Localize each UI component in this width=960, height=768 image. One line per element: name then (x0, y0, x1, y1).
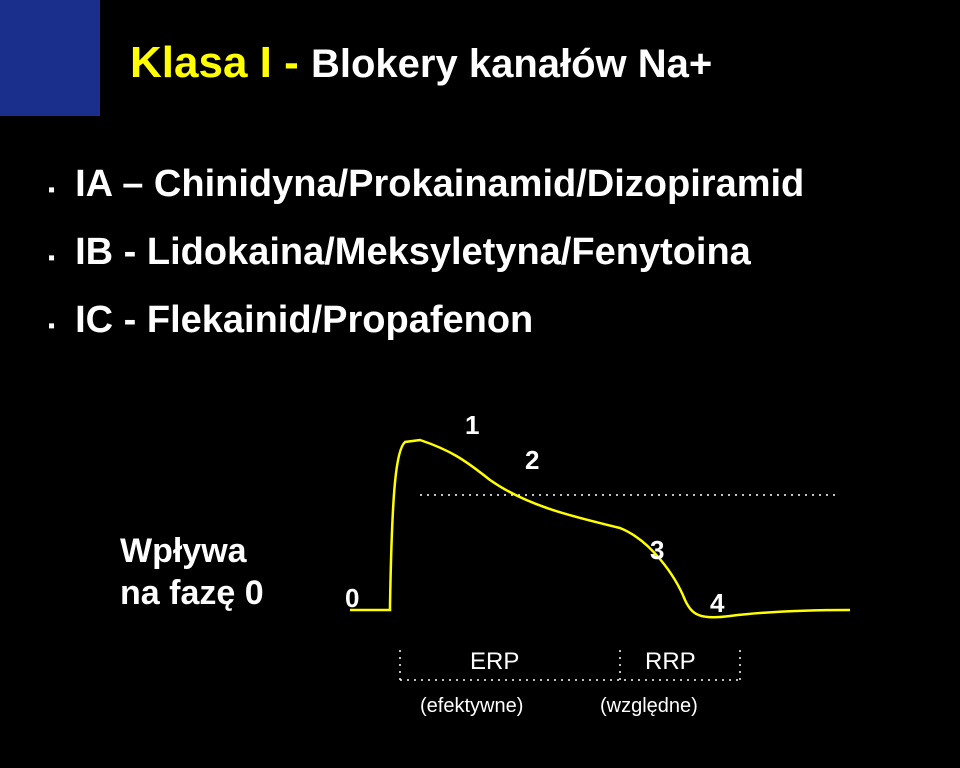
bullet-text: IB - Lidokaina/Meksyletyna/Fenytoina (75, 228, 751, 276)
phase-0-label: 0 (345, 583, 359, 614)
bullet-row: ▪ IB - Lidokaina/Meksyletyna/Fenytoina (48, 228, 918, 280)
phase-4-label: 4 (710, 588, 724, 619)
bullet-list: ▪ IA – Chinidyna/Prokainamid/Dizopiramid… (48, 160, 918, 364)
bullet-marker-icon: ▪ (48, 168, 55, 212)
relative-note: (względne) (600, 695, 698, 718)
erp-label: ERP (470, 648, 519, 676)
effective-note: (efektywne) (420, 695, 523, 718)
rrp-label: RRP (645, 648, 696, 676)
bullet-row: ▪ IA – Chinidyna/Prokainamid/Dizopiramid (48, 160, 918, 212)
bullet-text: IA – Chinidyna/Prokainamid/Dizopiramid (75, 160, 804, 208)
bullet-row: ▪ IC - Flekainid/Propafenon (48, 296, 918, 348)
phase-3-label: 3 (650, 535, 664, 566)
slide-title: Klasa I - Blokery kanałów Na+ (130, 38, 712, 88)
title-main: Klasa I - (130, 38, 311, 87)
bullet-marker-icon: ▪ (48, 236, 55, 280)
title-sub: Blokery kanałów Na+ (311, 42, 712, 86)
bullet-text: IC - Flekainid/Propafenon (75, 296, 533, 344)
phase-1-label: 1 (465, 410, 479, 441)
phase-2-label: 2 (525, 445, 539, 476)
blue-accent-bar (0, 0, 100, 116)
action-potential-curve (350, 440, 850, 617)
action-potential-diagram: Wpływa na fazę 0 0 1 2 3 4 ERP RRP (efek… (120, 390, 870, 750)
bullet-marker-icon: ▪ (48, 304, 55, 348)
